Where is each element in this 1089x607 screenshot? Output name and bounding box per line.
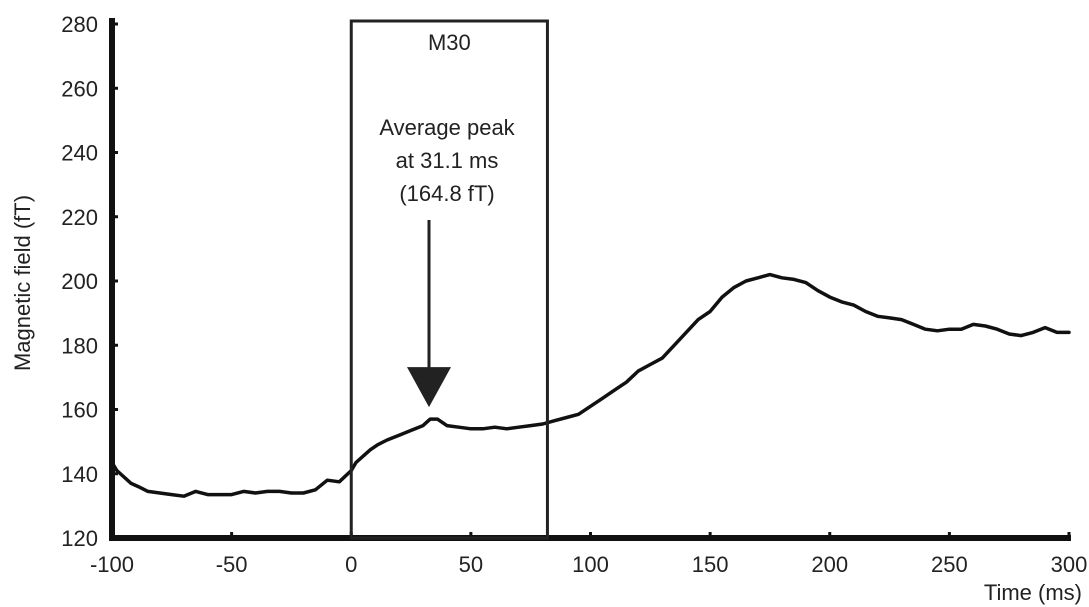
peak-arrow-head	[407, 367, 451, 408]
peak-annotation-line-2: at 31.1 ms	[396, 148, 499, 173]
axes: 120 140 160 180 200 220 240 260 280 -100 -50 0 50 100…	[61, 12, 1087, 577]
x-axis-title: Time (ms)	[984, 580, 1082, 605]
x-tick-label: -100	[90, 552, 134, 577]
x-tick-label: 200	[811, 552, 848, 577]
plot-area	[110, 272, 1071, 498]
annotations: M30 Average peak at 31.1 ms (164.8 fT)	[349, 19, 549, 540]
y-axis-title: Magnetic field (fT)	[10, 195, 35, 371]
m30-window-box	[349, 19, 549, 540]
y-tick-label: 160	[61, 398, 98, 423]
m30-label: M30	[428, 30, 471, 55]
y-tick-label: 240	[61, 141, 98, 166]
y-tick-label: 120	[61, 526, 98, 551]
y-tick-label: 200	[61, 269, 98, 294]
peak-annotation-line-1: Average peak	[379, 115, 515, 140]
x-tick-label: 100	[572, 552, 609, 577]
y-tick-label: 140	[61, 462, 98, 487]
y-tick-label: 220	[61, 205, 98, 230]
peak-annotation-line-3: (164.8 fT)	[399, 181, 494, 206]
x-tick-label: 150	[692, 552, 729, 577]
x-tick-label: -50	[216, 552, 248, 577]
x-tick-label: 0	[345, 552, 357, 577]
x-tick-label: 250	[931, 552, 968, 577]
y-tick-label: 180	[61, 333, 98, 358]
x-tick-label: 50	[459, 552, 483, 577]
series-line	[110, 272, 1071, 498]
x-tick-label: 300	[1051, 552, 1088, 577]
y-tick-label: 260	[61, 76, 98, 101]
y-tick-label: 280	[61, 12, 98, 37]
